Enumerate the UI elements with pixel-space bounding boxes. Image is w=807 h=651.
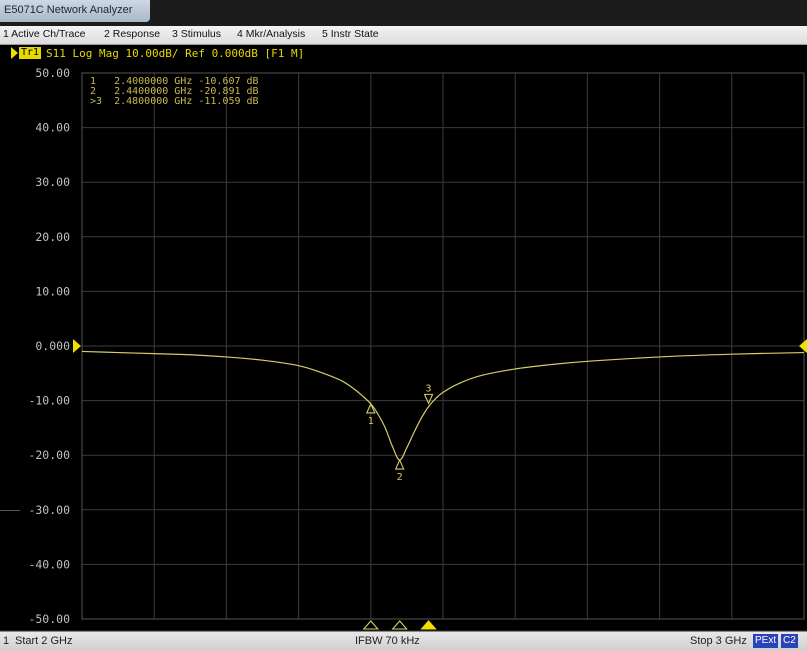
markers: 1 2 3 bbox=[365, 383, 434, 483]
status-channel: 1 bbox=[3, 635, 10, 647]
menu-stimulus[interactable]: 3 Stimulus bbox=[172, 28, 222, 40]
status-start-freq[interactable]: Start 2 GHz bbox=[15, 635, 73, 647]
grid bbox=[81, 72, 805, 620]
y-tick-label: -50.00 bbox=[28, 612, 70, 626]
marker-readout-line: 2 2.4400000 GHz -20.891 dB bbox=[90, 86, 259, 97]
bottom-marker-2-icon[interactable] bbox=[391, 620, 408, 630]
port-extension-badge[interactable]: PExt bbox=[753, 634, 779, 648]
trace-description[interactable]: S11 Log Mag 10.00dB/ Ref 0.000dB [F1 M] bbox=[46, 47, 305, 60]
bottom-marker-indicators bbox=[362, 620, 437, 630]
y-axis-labels: 50.00 40.00 30.00 20.00 10.00 0.000 -10.00 -20.… bbox=[28, 66, 70, 626]
marker-number: 3 bbox=[426, 383, 432, 394]
y-tick-label: 10.00 bbox=[35, 284, 70, 298]
trace-id-badge[interactable]: Tr1 bbox=[19, 47, 42, 59]
marker-readout: 1 2.4000000 GHz -10.607 dB2 2.4400000 GH… bbox=[90, 76, 259, 107]
marker-2-icon[interactable] bbox=[394, 458, 405, 470]
menu-mkr-analysis[interactable]: 4 Mkr/Analysis bbox=[237, 28, 306, 40]
marker-readout-line: 1 2.4000000 GHz -10.607 dB bbox=[90, 76, 259, 87]
y-tick-label: -30.00 bbox=[28, 503, 70, 517]
y-tick-label: 40.00 bbox=[35, 121, 70, 135]
bottom-marker-1-icon[interactable] bbox=[362, 620, 380, 630]
y-tick-label: 20.00 bbox=[35, 230, 70, 244]
trace-header: Tr1 S11 Log Mag 10.00dB/ Ref 0.000dB [F1… bbox=[0, 45, 807, 63]
status-stop-freq[interactable]: Stop 3 GHz bbox=[690, 635, 747, 647]
marker-number: 1 bbox=[368, 416, 374, 427]
y-tick-label: 30.00 bbox=[35, 175, 70, 189]
y-tick-label: 50.00 bbox=[35, 66, 70, 80]
ref-level-left-icon[interactable] bbox=[73, 339, 81, 353]
calibration-badge[interactable]: C2 bbox=[781, 634, 798, 648]
menu-instr-state[interactable]: 5 Instr State bbox=[322, 28, 379, 40]
y-tick-label: -20.00 bbox=[28, 448, 70, 462]
y-tick-label: 0.000 bbox=[35, 339, 70, 353]
menu-response[interactable]: 2 Response bbox=[104, 28, 161, 40]
marker-1-icon[interactable] bbox=[365, 402, 376, 414]
title-bar: E5071C Network Analyzer bbox=[0, 0, 150, 22]
marker-number: 2 bbox=[397, 472, 403, 483]
marker-3-icon[interactable] bbox=[423, 393, 434, 405]
ref-level-right-icon[interactable] bbox=[799, 339, 807, 353]
marker-readout-line: >3 2.4800000 GHz -11.059 dB bbox=[90, 96, 259, 107]
menu-bar: 1 Active Ch/Trace 2 Response 3 Stimulus … bbox=[0, 26, 807, 45]
status-bar: 1 Start 2 GHz IFBW 70 kHz Stop 3 GHz PEx… bbox=[0, 631, 807, 651]
y-tick-label: -40.00 bbox=[28, 557, 70, 571]
status-ifbw[interactable]: IFBW 70 kHz bbox=[355, 635, 420, 647]
reference-markers bbox=[73, 339, 807, 353]
y-tick-label: -10.00 bbox=[28, 394, 70, 408]
bottom-marker-3-icon[interactable] bbox=[420, 620, 437, 630]
s11-chart[interactable]: 50.00 40.00 30.00 20.00 10.00 0.000 -10.00 -20.… bbox=[0, 63, 807, 630]
divider-line bbox=[0, 510, 20, 511]
menu-active-ch-trace[interactable]: 1 Active Ch/Trace bbox=[3, 28, 86, 40]
active-trace-arrow-icon bbox=[11, 47, 18, 59]
plot-area[interactable]: 50.00 40.00 30.00 20.00 10.00 0.000 -10.00 -20.… bbox=[0, 63, 807, 630]
window-title: E5071C Network Analyzer bbox=[4, 4, 133, 16]
